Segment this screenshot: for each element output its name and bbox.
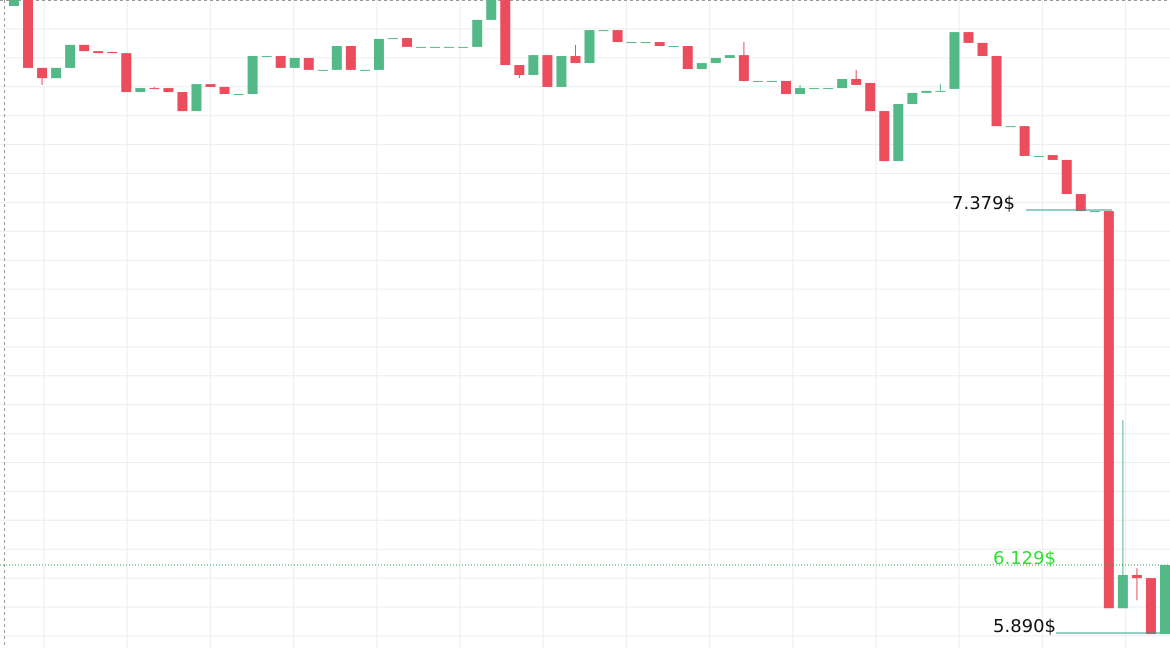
candle-body <box>219 86 230 95</box>
candle-body <box>472 19 483 47</box>
candle-body <box>696 63 707 70</box>
candle-body <box>724 55 735 58</box>
candle-body <box>879 111 890 162</box>
candle-body <box>79 44 90 52</box>
candle-body <box>1089 211 1100 213</box>
candle-body <box>682 46 693 70</box>
candle-body <box>781 80 792 95</box>
candle-body <box>710 57 721 64</box>
candle-body <box>430 46 441 48</box>
candle-body <box>991 55 1002 127</box>
candle-body <box>823 88 834 90</box>
candle-body <box>65 44 76 68</box>
candle-body <box>233 94 244 96</box>
candle-body <box>387 38 398 40</box>
candle-body <box>626 42 637 44</box>
candle-body <box>514 65 525 75</box>
candle-body <box>9 0 19 6</box>
candle-body <box>402 38 413 47</box>
candle-body <box>1117 574 1128 609</box>
candle-body <box>1160 565 1170 635</box>
candle-body <box>612 30 623 43</box>
candle-body <box>977 42 988 56</box>
candle-body <box>893 103 904 162</box>
candle-body <box>1033 155 1044 157</box>
candle-body <box>205 84 216 87</box>
candle-body <box>640 42 651 44</box>
candle-body <box>247 55 258 95</box>
candle-body <box>486 0 497 20</box>
candle-body <box>261 55 272 57</box>
candle-body <box>359 69 370 71</box>
candle-body <box>738 55 749 81</box>
candle-body <box>1047 155 1058 160</box>
candle-body <box>949 32 960 89</box>
candle-body <box>795 88 806 95</box>
candle-body <box>163 88 174 93</box>
candle-body <box>668 46 679 48</box>
candle-body <box>1145 578 1156 635</box>
candle-body <box>23 0 34 68</box>
candle-body <box>570 55 581 64</box>
candle-body <box>1075 194 1086 212</box>
candle-body <box>766 80 777 82</box>
candle-body <box>149 88 160 90</box>
candle-body <box>809 88 820 90</box>
candle-body <box>500 0 511 66</box>
candle-body <box>37 67 48 79</box>
candle-body <box>1103 211 1114 609</box>
candle-body <box>107 51 118 54</box>
candle-body <box>851 78 862 85</box>
candle-body <box>93 51 104 54</box>
candle-body <box>373 38 384 70</box>
candle-body <box>135 88 146 93</box>
price-label: 5.890$ <box>993 616 1056 637</box>
candle-body <box>837 78 848 89</box>
candle-body <box>121 53 132 93</box>
candle-body <box>598 30 609 32</box>
candle-body <box>1131 574 1142 579</box>
candle-body <box>191 84 202 112</box>
candle-body <box>556 55 567 87</box>
candle-body <box>289 57 300 68</box>
candle-body <box>542 55 553 87</box>
candle-body <box>51 67 62 79</box>
price-label: 6.129$ <box>993 548 1056 569</box>
candle-body <box>921 90 932 93</box>
candle-body <box>935 90 946 92</box>
candle-body <box>331 46 342 70</box>
candle-body <box>303 57 314 70</box>
candle-body <box>444 46 455 48</box>
candle-body <box>458 46 469 48</box>
candle-body <box>654 42 665 47</box>
candle-body <box>345 46 356 70</box>
candle-body <box>177 92 188 112</box>
candle-body <box>1019 126 1030 156</box>
candle-body <box>416 46 427 48</box>
candle-body <box>1061 159 1072 195</box>
candle-body <box>275 55 286 68</box>
candle-body <box>584 30 595 64</box>
price-label: 7.379$ <box>952 193 1015 214</box>
candle-body <box>865 82 876 112</box>
candle-body <box>528 55 539 75</box>
candle-body <box>907 92 918 104</box>
candle-body <box>317 69 328 71</box>
candle-body <box>752 80 763 82</box>
candle-body <box>963 32 974 43</box>
candle-body <box>1005 126 1016 128</box>
